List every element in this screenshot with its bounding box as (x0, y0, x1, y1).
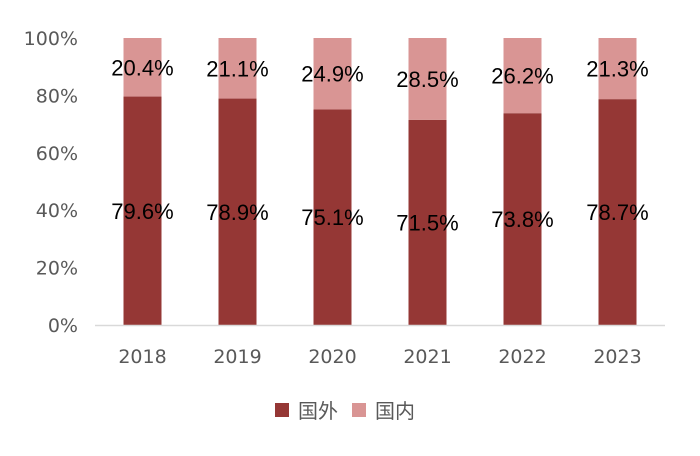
data-label: 21.1% (206, 56, 268, 81)
x-axis: 2018 2019 2020 2021 2022 2023 (118, 346, 641, 368)
bar-segment-foreign (408, 119, 447, 325)
x-tick-label: 2019 (213, 346, 261, 368)
x-tick-label: 2018 (118, 346, 166, 368)
bar-segment-domestic (313, 38, 352, 110)
x-tick-label: 2023 (593, 346, 641, 368)
bar-segment-domestic (408, 38, 447, 120)
data-label: 75.1% (301, 205, 363, 230)
data-label: 28.5% (396, 67, 458, 92)
data-label: 20.4% (111, 55, 173, 80)
x-tick-label: 2021 (403, 346, 451, 368)
data-label: 21.3% (586, 57, 648, 82)
data-label: 71.5% (396, 210, 458, 235)
bars (123, 38, 637, 325)
data-label: 26.2% (491, 64, 553, 89)
legend-label: 国外 (298, 399, 338, 423)
legend-swatch (275, 403, 289, 417)
data-label: 79.6% (111, 199, 173, 224)
y-tick-label: 40% (36, 200, 78, 222)
bar-segment-foreign (503, 113, 542, 325)
data-label: 78.9% (206, 200, 268, 225)
y-tick-label: 20% (36, 258, 78, 280)
legend: 国外 国内 (275, 399, 415, 423)
data-labels: 79.6% 20.4% 78.9% 21.1% 75.1% 24.9% 71.5% 28.5%… (111, 55, 648, 235)
bar-segment-foreign (313, 109, 352, 325)
data-label: 24.9% (301, 62, 363, 87)
legend-label: 国内 (375, 399, 415, 423)
bar-segment-foreign (598, 99, 637, 325)
y-tick-label: 80% (36, 85, 78, 107)
bar-segment-domestic (123, 38, 162, 97)
data-label: 78.7% (586, 200, 648, 225)
y-tick-label: 0% (48, 315, 78, 337)
y-tick-label: 100% (24, 28, 78, 50)
x-tick-label: 2020 (308, 346, 356, 368)
bar-segment-domestic (503, 38, 542, 114)
y-axis: 0% 20% 40% 60% 80% 100% (24, 28, 78, 337)
y-tick-label: 60% (36, 143, 78, 165)
legend-swatch (352, 403, 366, 417)
bar-segment-foreign (218, 98, 257, 325)
data-label: 73.8% (491, 207, 553, 232)
bar-segment-domestic (598, 38, 637, 100)
bar-segment-foreign (123, 96, 162, 325)
bar-segment-domestic (218, 38, 257, 99)
x-tick-label: 2022 (498, 346, 546, 368)
